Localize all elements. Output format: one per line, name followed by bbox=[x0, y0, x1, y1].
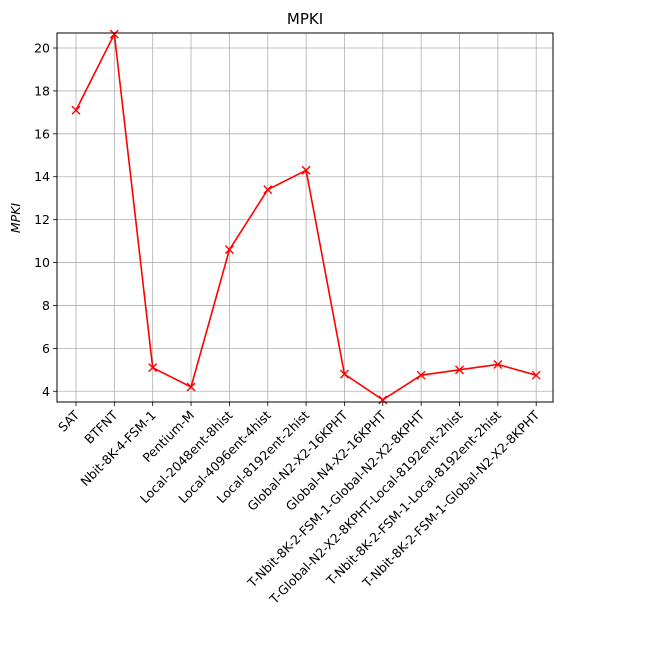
y-tick-label: 14 bbox=[34, 169, 50, 184]
y-tick-label: 6 bbox=[42, 341, 50, 356]
data-point-marker bbox=[263, 185, 273, 195]
data-point-marker bbox=[71, 105, 81, 115]
data-point-marker bbox=[224, 245, 234, 255]
data-point-marker bbox=[378, 395, 388, 405]
y-tick-label: 10 bbox=[34, 255, 50, 270]
data-point-marker bbox=[493, 359, 503, 369]
x-tick-label: SAT bbox=[55, 407, 82, 434]
data-point-marker bbox=[339, 369, 349, 379]
y-tick-label: 12 bbox=[34, 212, 50, 227]
y-axis-label: MPKI bbox=[8, 203, 23, 234]
x-tick-label: T-Nbit-8K-2-FSM-1-Global-N2-X2-8KPHT bbox=[244, 407, 428, 591]
data-point-marker bbox=[455, 365, 464, 375]
axis-layer: SAT BTFNTNbit-8K-4-FSM-1Pentium-MLocal-20… bbox=[34, 41, 542, 608]
y-tick-label: 4 bbox=[42, 384, 50, 399]
grid-layer bbox=[57, 33, 553, 402]
chart-title: MPKI bbox=[287, 10, 323, 28]
data-point-marker bbox=[148, 363, 158, 373]
series-layer bbox=[71, 29, 541, 405]
y-tick-label: 18 bbox=[34, 83, 50, 98]
data-point-marker bbox=[301, 165, 311, 175]
y-tick-label: 16 bbox=[34, 126, 50, 141]
x-tick-label: T-Nbit-8K-2-FSM-1-Global-N2-X2-8KPHT bbox=[359, 407, 543, 591]
data-point-marker bbox=[109, 29, 119, 39]
data-point-marker bbox=[531, 370, 541, 380]
y-tick-label: 8 bbox=[42, 298, 50, 313]
data-point-marker bbox=[416, 370, 426, 380]
y-tick-label: 20 bbox=[34, 41, 50, 56]
plot-frame bbox=[56, 32, 554, 403]
data-point-marker bbox=[186, 382, 196, 392]
